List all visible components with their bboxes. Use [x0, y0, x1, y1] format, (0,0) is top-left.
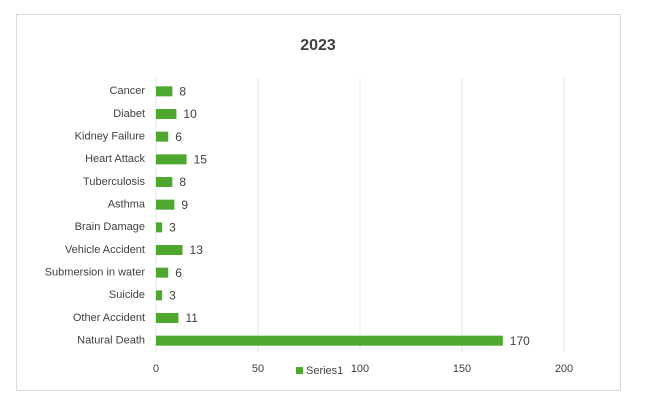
- data-label: 13: [190, 243, 204, 257]
- y-tick-label: Diabet: [113, 108, 145, 120]
- bar: [156, 335, 503, 346]
- bar: [156, 154, 187, 165]
- bar: [156, 245, 183, 255]
- bar: [156, 86, 173, 97]
- data-label: 8: [179, 85, 186, 99]
- data-label: 6: [175, 130, 182, 144]
- legend-label: Series1: [306, 365, 343, 377]
- bar: [156, 267, 169, 278]
- y-tick-label: Suicide: [109, 289, 145, 301]
- x-tick-label: 50: [252, 363, 264, 375]
- data-label: 11: [185, 311, 198, 325]
- bar: [156, 199, 175, 210]
- bar: [156, 290, 163, 301]
- y-tick-label: Submersion in water: [45, 267, 146, 279]
- data-label: 8: [179, 175, 186, 189]
- y-tick-label: Brain Damage: [75, 221, 145, 233]
- x-tick-label: 150: [453, 363, 471, 375]
- bar: [156, 222, 163, 233]
- bar: [156, 109, 177, 119]
- y-tick-label: Heart Attack: [85, 153, 145, 165]
- chart-border: [16, 14, 621, 391]
- data-label: 15: [194, 153, 208, 167]
- data-label: 9: [181, 198, 188, 212]
- y-tick-label: Other Accident: [73, 312, 145, 324]
- legend-swatch: [296, 367, 303, 374]
- data-label: 170: [510, 334, 530, 348]
- y-tick-label: Natural Death: [77, 335, 145, 347]
- bar: [156, 177, 173, 187]
- bar: [156, 131, 169, 142]
- data-label: 3: [169, 221, 176, 235]
- x-tick-label: 0: [153, 363, 159, 375]
- x-tick-label: 200: [555, 363, 573, 375]
- y-tick-label: Asthma: [108, 199, 146, 211]
- data-label: 6: [175, 266, 182, 280]
- y-tick-label: Cancer: [110, 85, 146, 97]
- chart-title: 2023: [300, 37, 336, 54]
- y-tick-label: Tuberculosis: [83, 176, 145, 188]
- data-label: 3: [169, 289, 176, 303]
- y-tick-label: Vehicle Accident: [65, 244, 145, 256]
- x-tick-label: 100: [351, 363, 369, 375]
- data-label: 10: [183, 107, 197, 121]
- y-tick-label: Kidney Failure: [75, 131, 145, 143]
- bar: [156, 313, 179, 323]
